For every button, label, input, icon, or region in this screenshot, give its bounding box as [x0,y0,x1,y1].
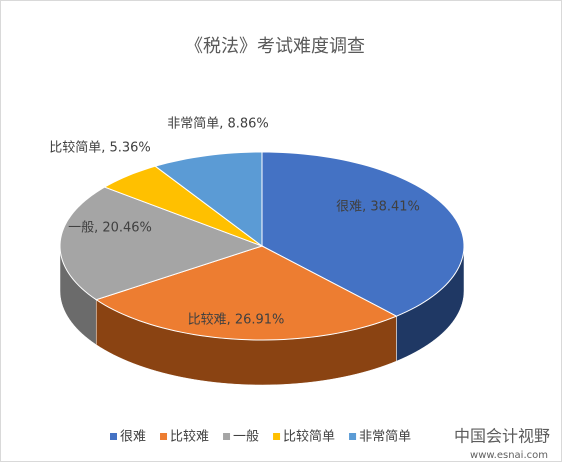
data-label: 很难, 38.41% [336,200,420,215]
legend-swatch [110,433,117,440]
watermark: 中国会计视野 [454,427,550,446]
legend-swatch [223,433,231,440]
legend-label: 非常简单 [359,429,411,445]
slice [261,151,465,317]
legend-label: 很难 [120,430,146,445]
data-label: 比较简单, 5.36% [49,140,151,156]
legend-label: 一般 [233,429,259,445]
legend-label: 比较简单 [283,429,335,445]
legend-swatch [349,433,357,440]
data-label: 比较难, 26.91% [188,313,285,328]
legend-label: 比较难 [170,430,209,445]
slice [154,151,263,247]
slice [95,245,398,341]
data-label: 非常简单, 8.86% [167,116,269,132]
legend-swatch [273,433,281,440]
slice [59,186,264,301]
watermark: www.esnai.com [470,450,548,461]
legend-swatch [160,433,168,440]
data-label: 一般, 20.46% [68,220,152,236]
chart-title: 《税法》考试难度调查 [185,36,365,57]
slice [103,165,263,247]
